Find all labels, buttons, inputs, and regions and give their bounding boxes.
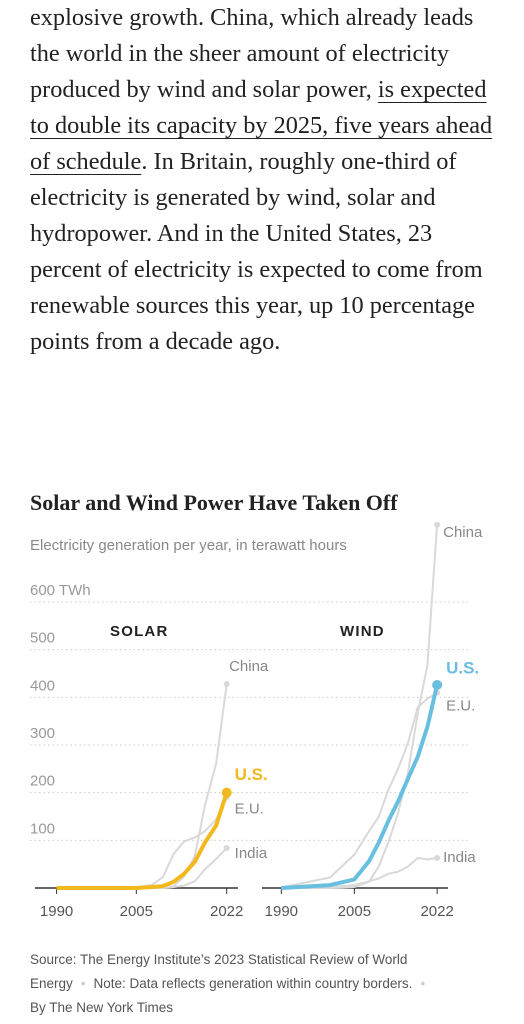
x-tick-label: 2022 [210, 903, 243, 920]
series-label: E.U. [235, 800, 264, 817]
end-dot [432, 679, 443, 690]
series-label: China [229, 658, 269, 675]
x-tick-label: 1990 [265, 903, 298, 920]
series-label: U.S. [235, 765, 268, 784]
chart: Solar and Wind Power Have Taken Off Elec… [30, 490, 483, 920]
chart-title: Solar and Wind Power Have Taken Off [30, 490, 398, 515]
series-label: China [443, 524, 483, 541]
series-line [281, 684, 440, 890]
link[interactable]: is expected to double its capacity by 20… [30, 76, 493, 175]
note: Note: Data reflects generation within co… [93, 976, 413, 991]
end-dot [223, 844, 230, 851]
separator: • [80, 976, 86, 991]
end-dot [221, 787, 232, 798]
chart-subtitle: Electricity generation per year, in tera… [30, 537, 347, 554]
y-tick-label: 600 TWh [30, 582, 91, 599]
end-dot [434, 854, 441, 861]
y-tick-label: 400 [30, 677, 55, 694]
panel-title: WIND [340, 623, 385, 640]
series-label: U.S. [446, 658, 479, 677]
series-label: India [443, 849, 476, 866]
series-label: India [235, 845, 268, 862]
series-line [281, 524, 439, 889]
source-text: Source: The Energy Institute’s 2023 Stat… [30, 952, 408, 991]
y-tick-label: 300 [30, 725, 55, 742]
y-tick-label: 100 [30, 820, 55, 837]
text: . In Britain, roughly one-third of elect… [30, 148, 483, 355]
x-tick-label: 2022 [420, 903, 453, 920]
x-tick-label: 1990 [40, 903, 73, 920]
end-dot [434, 521, 441, 528]
x-tick-label: 2005 [120, 903, 153, 920]
text: explosive growth. China, which already l… [30, 4, 474, 103]
article-paragraph: explosive growth. China, which already l… [30, 0, 500, 360]
y-tick-label: 500 [30, 630, 55, 647]
end-dot [223, 680, 230, 687]
panel-title: SOLAR [110, 623, 169, 640]
source: Source: The Energy Institute’s 2023 Stat… [30, 948, 500, 1020]
credit: By The New York Times [30, 1000, 174, 1015]
series-label: E.U. [446, 698, 475, 715]
series-line [56, 792, 229, 890]
series-line [281, 857, 438, 889]
series-line [281, 691, 438, 889]
separator: • [420, 976, 426, 991]
x-tick-label: 2005 [338, 903, 371, 920]
y-tick-label: 200 [30, 773, 55, 790]
series-line [56, 683, 228, 889]
